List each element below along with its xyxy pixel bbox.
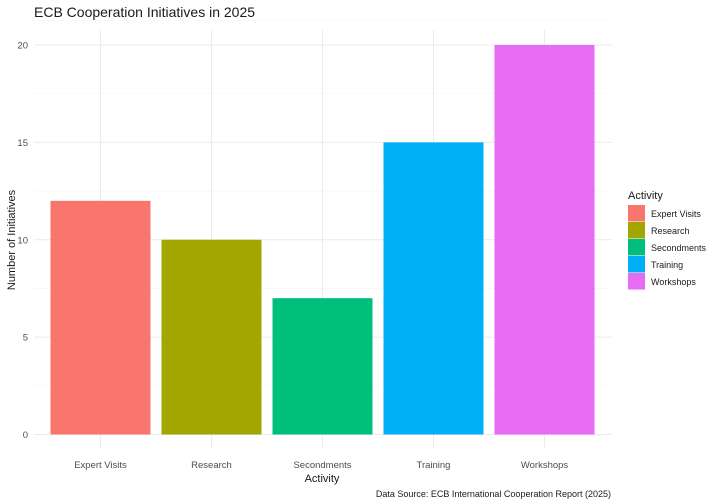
y-tick-label: 10 bbox=[17, 235, 28, 246]
legend-swatch bbox=[628, 205, 645, 222]
y-axis-title: Number of Initiatives bbox=[6, 189, 18, 290]
caption: Data Source: ECB International Cooperati… bbox=[376, 489, 611, 499]
x-axis-ticks: Expert Visits Research Secondments Training… bbox=[74, 460, 568, 471]
bar-training bbox=[383, 142, 484, 435]
legend: Activity Expert Visits Research Secondment… bbox=[628, 190, 707, 290]
y-tick-label: 15 bbox=[17, 138, 28, 149]
y-axis-ticks: 0 5 10 15 20 bbox=[17, 41, 28, 442]
x-tick-label: Expert Visits bbox=[74, 460, 127, 471]
legend-title: Activity bbox=[628, 190, 663, 202]
y-tick-label: 20 bbox=[17, 41, 28, 52]
bar-workshops bbox=[494, 45, 595, 435]
x-tick-label: Training bbox=[417, 460, 451, 471]
legend-label: Workshops bbox=[651, 277, 696, 287]
y-tick-label: 0 bbox=[23, 430, 28, 441]
legend-swatch bbox=[628, 239, 645, 256]
chart-title: ECB Cooperation Initiatives in 2025 bbox=[34, 4, 255, 20]
x-tick-label: Secondments bbox=[293, 460, 351, 471]
bar-secondments bbox=[272, 298, 373, 435]
legend-label: Research bbox=[651, 226, 690, 236]
bar-expert-visits bbox=[50, 200, 151, 435]
bar-research bbox=[161, 239, 262, 435]
x-tick-label: Research bbox=[191, 460, 232, 471]
bars bbox=[50, 45, 595, 435]
legend-label: Secondments bbox=[651, 243, 707, 253]
x-axis-title: Activity bbox=[305, 473, 340, 485]
x-tick-label: Workshops bbox=[521, 460, 569, 471]
y-tick-label: 5 bbox=[23, 333, 28, 344]
legend-label: Expert Visits bbox=[651, 209, 701, 219]
legend-swatch bbox=[628, 222, 645, 239]
legend-swatch bbox=[628, 273, 645, 290]
legend-swatch bbox=[628, 256, 645, 273]
legend-label: Training bbox=[651, 260, 683, 270]
